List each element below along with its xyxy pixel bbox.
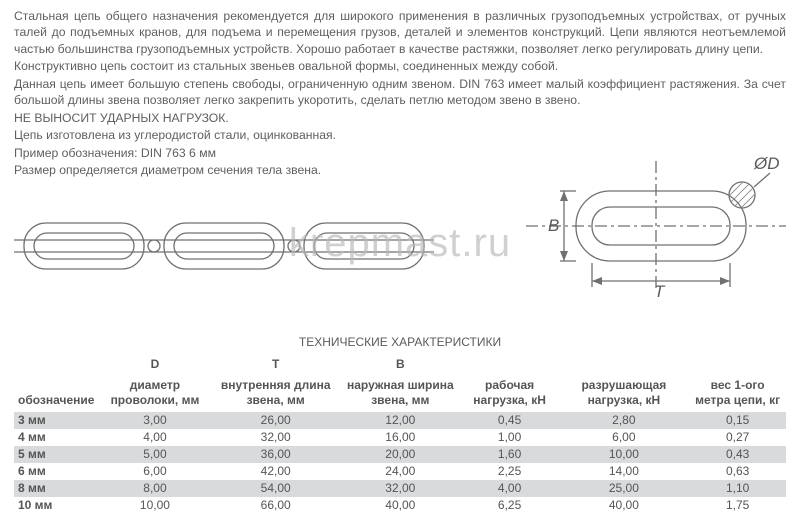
table-row: 5 мм5,0036,0020,001,6010,000,43 bbox=[14, 446, 786, 463]
table-cell: 14,00 bbox=[558, 463, 689, 480]
dim-label-t: T bbox=[654, 282, 666, 301]
dim-label-b: B bbox=[548, 216, 559, 235]
table-cell: 36,00 bbox=[211, 446, 340, 463]
chain-dimension-diagram: B T ØD bbox=[526, 151, 786, 311]
table-row: 6 мм6,0042,0024,002,2514,000,63 bbox=[14, 463, 786, 480]
table-cell: 40,00 bbox=[340, 497, 461, 514]
table-cell: 54,00 bbox=[211, 480, 340, 497]
table-cell: 40,00 bbox=[558, 497, 689, 514]
table-cell: 0,63 bbox=[689, 463, 786, 480]
spec-title: ТЕХНИЧЕСКИЕ ХАРАКТЕРИСТИКИ bbox=[14, 335, 786, 349]
table-cell: 1,60 bbox=[461, 446, 559, 463]
table-cell: 32,00 bbox=[211, 429, 340, 446]
table-cell: 5,00 bbox=[98, 446, 211, 463]
table-cell: 6 мм bbox=[14, 463, 98, 480]
desc-p5: Цепь изготовлена из углеродистой стали, … bbox=[14, 127, 786, 143]
table-cell: 10,00 bbox=[98, 497, 211, 514]
col-top: T bbox=[211, 355, 340, 376]
table-cell: 0,27 bbox=[689, 429, 786, 446]
table-cell: 26,00 bbox=[211, 412, 340, 429]
table-cell: 0,43 bbox=[689, 446, 786, 463]
desc-p1: Стальная цепь общего назначения рекоменд… bbox=[14, 8, 786, 57]
col-top: D bbox=[98, 355, 211, 376]
table-row: 4 мм4,0032,0016,001,006,000,27 bbox=[14, 429, 786, 446]
table-cell: 4,00 bbox=[461, 480, 559, 497]
table-cell: 42,00 bbox=[211, 463, 340, 480]
table-cell: 1,10 bbox=[689, 480, 786, 497]
table-cell: 12,00 bbox=[340, 412, 461, 429]
spec-thead: DTBобозначениедиаметр проволоки, ммвнутр… bbox=[14, 355, 786, 412]
table-cell: 2,25 bbox=[461, 463, 559, 480]
table-row: 8 мм8,0054,0032,004,0025,001,10 bbox=[14, 480, 786, 497]
col-top bbox=[558, 355, 689, 376]
table-cell: 0,15 bbox=[689, 412, 786, 429]
col-bottom: разрушающая нагрузка, кН bbox=[558, 376, 689, 412]
table-cell: 4,00 bbox=[98, 429, 211, 446]
col-bottom: наружная ширина звена, мм bbox=[340, 376, 461, 412]
table-row: 10 мм10,0066,0040,006,2540,001,75 bbox=[14, 497, 786, 514]
col-bottom: вес 1-ого метра цепи, кг bbox=[689, 376, 786, 412]
table-cell: 1,00 bbox=[461, 429, 559, 446]
table-cell: 3 мм bbox=[14, 412, 98, 429]
chain-links-diagram bbox=[14, 211, 434, 281]
table-cell: 10 мм bbox=[14, 497, 98, 514]
col-top: B bbox=[340, 355, 461, 376]
table-cell: 3,00 bbox=[98, 412, 211, 429]
table-cell: 66,00 bbox=[211, 497, 340, 514]
col-bottom: диаметр проволоки, мм bbox=[98, 376, 211, 412]
table-cell: 16,00 bbox=[340, 429, 461, 446]
spec-table: DTBобозначениедиаметр проволоки, ммвнутр… bbox=[14, 355, 786, 514]
col-bottom: внутренняя длина звена, мм bbox=[211, 376, 340, 412]
table-cell: 8 мм bbox=[14, 480, 98, 497]
col-top bbox=[689, 355, 786, 376]
table-cell: 1,75 bbox=[689, 497, 786, 514]
table-cell: 2,80 bbox=[558, 412, 689, 429]
table-cell: 6,25 bbox=[461, 497, 559, 514]
table-cell: 10,00 bbox=[558, 446, 689, 463]
spec-tbody: 3 мм3,0026,0012,000,452,800,154 мм4,0032… bbox=[14, 412, 786, 514]
col-top bbox=[14, 355, 98, 376]
col-bottom: рабочая нагрузка, кН bbox=[461, 376, 559, 412]
table-row: 3 мм3,0026,0012,000,452,800,15 bbox=[14, 412, 786, 429]
desc-p2: Конструктивно цепь состоит из стальных з… bbox=[14, 58, 786, 74]
desc-p3: Данная цепь имеет большую степень свобод… bbox=[14, 76, 786, 109]
table-cell: 5 мм bbox=[14, 446, 98, 463]
table-cell: 24,00 bbox=[340, 463, 461, 480]
table-cell: 25,00 bbox=[558, 480, 689, 497]
table-cell: 20,00 bbox=[340, 446, 461, 463]
col-bottom: обозначение bbox=[14, 376, 98, 412]
desc-p4: НЕ ВЫНОСИТ УДАРНЫХ НАГРУЗОК. bbox=[14, 110, 786, 126]
col-top bbox=[461, 355, 559, 376]
table-cell: 6,00 bbox=[98, 463, 211, 480]
table-cell: 4 мм bbox=[14, 429, 98, 446]
table-cell: 6,00 bbox=[558, 429, 689, 446]
table-cell: 8,00 bbox=[98, 480, 211, 497]
diagram-area: B T ØD krepmast.ru bbox=[14, 181, 786, 299]
table-cell: 32,00 bbox=[340, 480, 461, 497]
dim-label-d: ØD bbox=[753, 154, 780, 173]
table-cell: 0,45 bbox=[461, 412, 559, 429]
